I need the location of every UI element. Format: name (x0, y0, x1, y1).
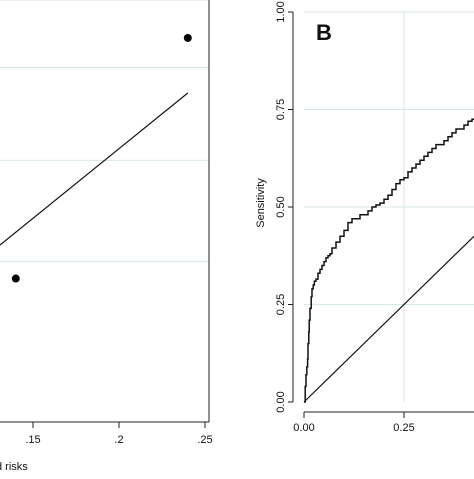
panel-a-x-tick-label: .2 (114, 434, 123, 446)
panel-a-x-tick-label: .25 (197, 434, 212, 446)
panel-b-y-tick-label: 0.25 (275, 294, 287, 315)
panel-b: B 0.00 0.25 0.50 0.75 1.00 0.00 0.25 Sensitiv… (255, 1, 474, 434)
panel-b-label: B (316, 20, 332, 45)
panel-a-data-point (11, 274, 20, 283)
panel-a-x-axis-title: d risks (0, 461, 28, 473)
panel-a-x-tick-label: .15 (25, 434, 40, 446)
panel-b-series (303, 118, 474, 403)
panel-b-y-tick-label: 0.75 (275, 99, 287, 120)
panel-b-y-axis-title: Sensitivity (255, 178, 267, 228)
panel-a-plot-area (0, 0, 209, 430)
panel-b-y-ticks: 0.00 0.25 0.50 0.75 1.00 (275, 1, 293, 413)
panel-b-reference-line (303, 235, 474, 403)
panel-a: .15 .2 .25 d risks (0, 0, 213, 473)
panel-b-gridlines (304, 11, 474, 402)
panel-a-series (0, 33, 192, 283)
panel-a-fit-line (0, 92, 189, 246)
panel-b-y-tick-label: 1.00 (275, 1, 287, 22)
panel-a-data-point (183, 33, 192, 42)
panel-b-x-tick-label: 0.25 (393, 422, 414, 434)
panel-b-roc-curve (304, 118, 474, 403)
panel-b-y-tick-label: 0.00 (275, 391, 287, 412)
panel-b-y-tick-label: 0.50 (275, 196, 287, 217)
panel-a-x-ticks: .15 .2 .25 (25, 422, 213, 446)
panel-b-x-ticks: 0.00 0.25 (293, 412, 415, 434)
panel-b-x-tick-label: 0.00 (293, 422, 314, 434)
